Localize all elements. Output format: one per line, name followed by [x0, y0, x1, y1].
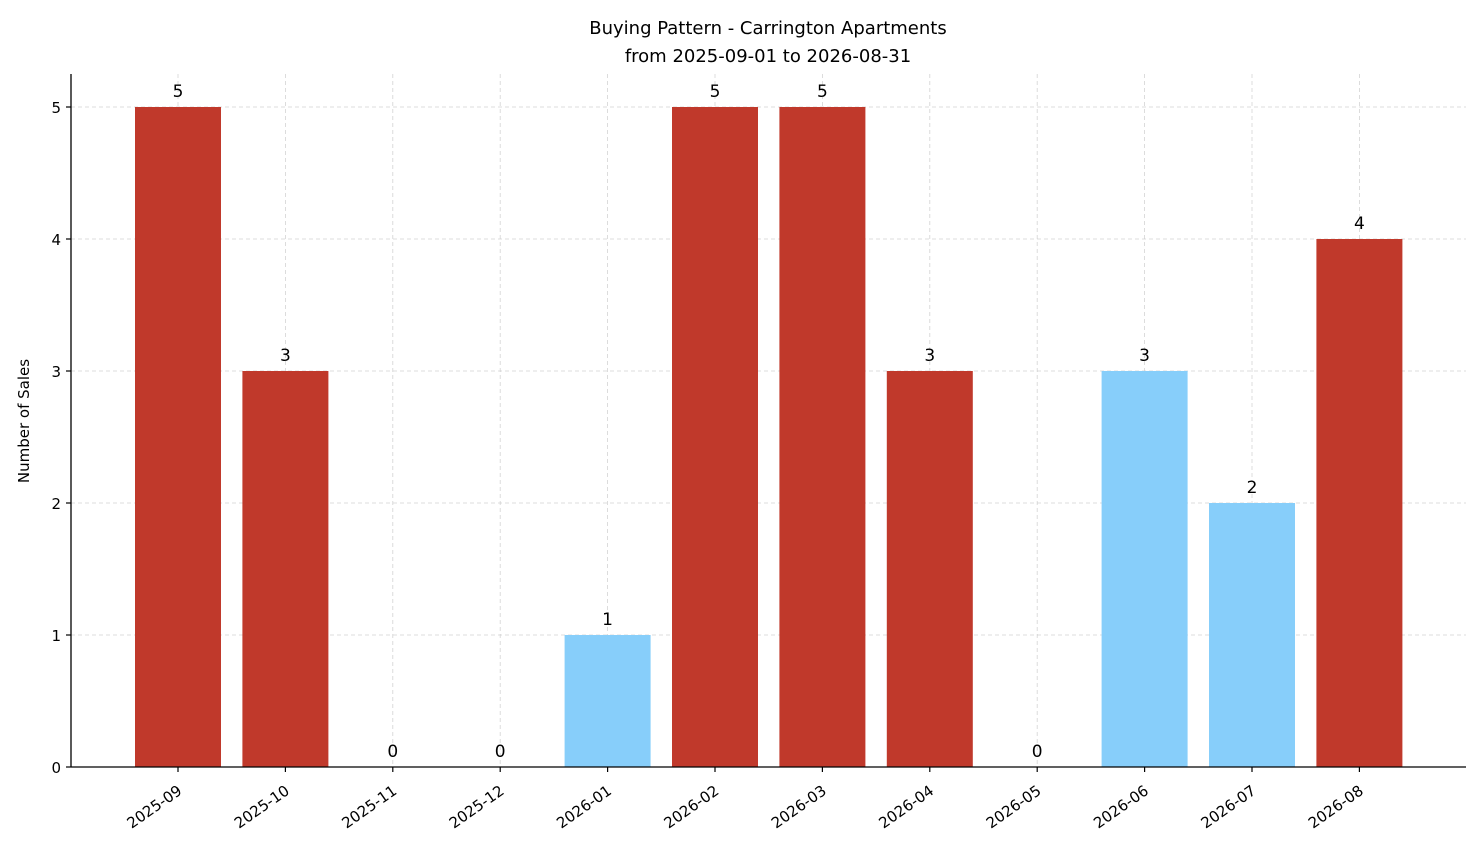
data-label-2026-03: 5 — [817, 82, 828, 102]
y-tick-label-1: 1 — [51, 627, 61, 645]
x-tick-label-2025-11: 2025-11 — [338, 782, 400, 833]
y-ticks-layer: 0 1 2 3 4 5 — [51, 99, 71, 777]
x-tick-label-2026-07: 2026-07 — [1198, 782, 1260, 833]
x-tick-label-2025-09: 2025-09 — [124, 782, 186, 833]
y-tick-label-0: 0 — [51, 759, 61, 777]
x-tick-label-2026-04: 2026-04 — [875, 782, 937, 833]
chart-subtitle: from 2025-09-01 to 2026-08-31 — [625, 46, 911, 67]
axes-layer — [70, 74, 1466, 768]
data-label-2026-01: 1 — [602, 610, 613, 630]
bar-2026-06 — [1101, 371, 1188, 767]
data-label-2026-07: 2 — [1247, 478, 1258, 498]
data-label-2025-09: 5 — [173, 82, 184, 102]
x-tick-label-2026-03: 2026-03 — [768, 782, 830, 833]
bars-layer — [135, 107, 1403, 767]
x-ticks-layer: 2025-09 2025-10 2025-11 2025-12 2026-01 2026-… — [124, 767, 1367, 832]
chart-title: Buying Pattern - Carrington Apartments — [589, 18, 946, 39]
data-label-2026-08: 4 — [1354, 214, 1365, 234]
x-tick-label-2026-02: 2026-02 — [661, 782, 723, 833]
bar-2026-01 — [564, 635, 651, 767]
y-tick-label-2: 2 — [51, 495, 61, 513]
x-tick-label-2026-06: 2026-06 — [1090, 782, 1152, 833]
y-axis-label: Number of Sales — [15, 359, 33, 483]
data-label-2026-06: 3 — [1139, 346, 1150, 366]
y-tick-label-5: 5 — [51, 99, 61, 117]
x-tick-label-2026-01: 2026-01 — [553, 782, 615, 833]
y-tick-label-3: 3 — [51, 363, 61, 381]
bar-2026-03 — [779, 107, 866, 767]
data-label-2025-11: 0 — [387, 742, 398, 762]
data-label-2025-10: 3 — [280, 346, 291, 366]
bar-2026-08 — [1316, 239, 1403, 767]
y-tick-label-4: 4 — [51, 231, 61, 249]
bar-2026-04 — [886, 371, 973, 767]
x-tick-label-2025-12: 2025-12 — [446, 782, 508, 833]
x-tick-label-2026-08: 2026-08 — [1305, 782, 1367, 833]
data-label-2026-02: 5 — [710, 82, 721, 102]
x-tick-label-2026-05: 2026-05 — [983, 782, 1045, 833]
bar-2025-10 — [242, 371, 329, 767]
data-label-2025-12: 0 — [495, 742, 506, 762]
data-labels-layer: 5 3 0 0 1 5 5 3 0 3 2 4 — [173, 82, 1365, 762]
data-label-2026-05: 0 — [1032, 742, 1043, 762]
bar-2025-09 — [135, 107, 221, 767]
bar-2026-02 — [672, 107, 758, 767]
bar-2026-07 — [1209, 503, 1295, 767]
x-tick-label-2025-10: 2025-10 — [231, 782, 293, 833]
data-label-2026-04: 3 — [924, 346, 935, 366]
